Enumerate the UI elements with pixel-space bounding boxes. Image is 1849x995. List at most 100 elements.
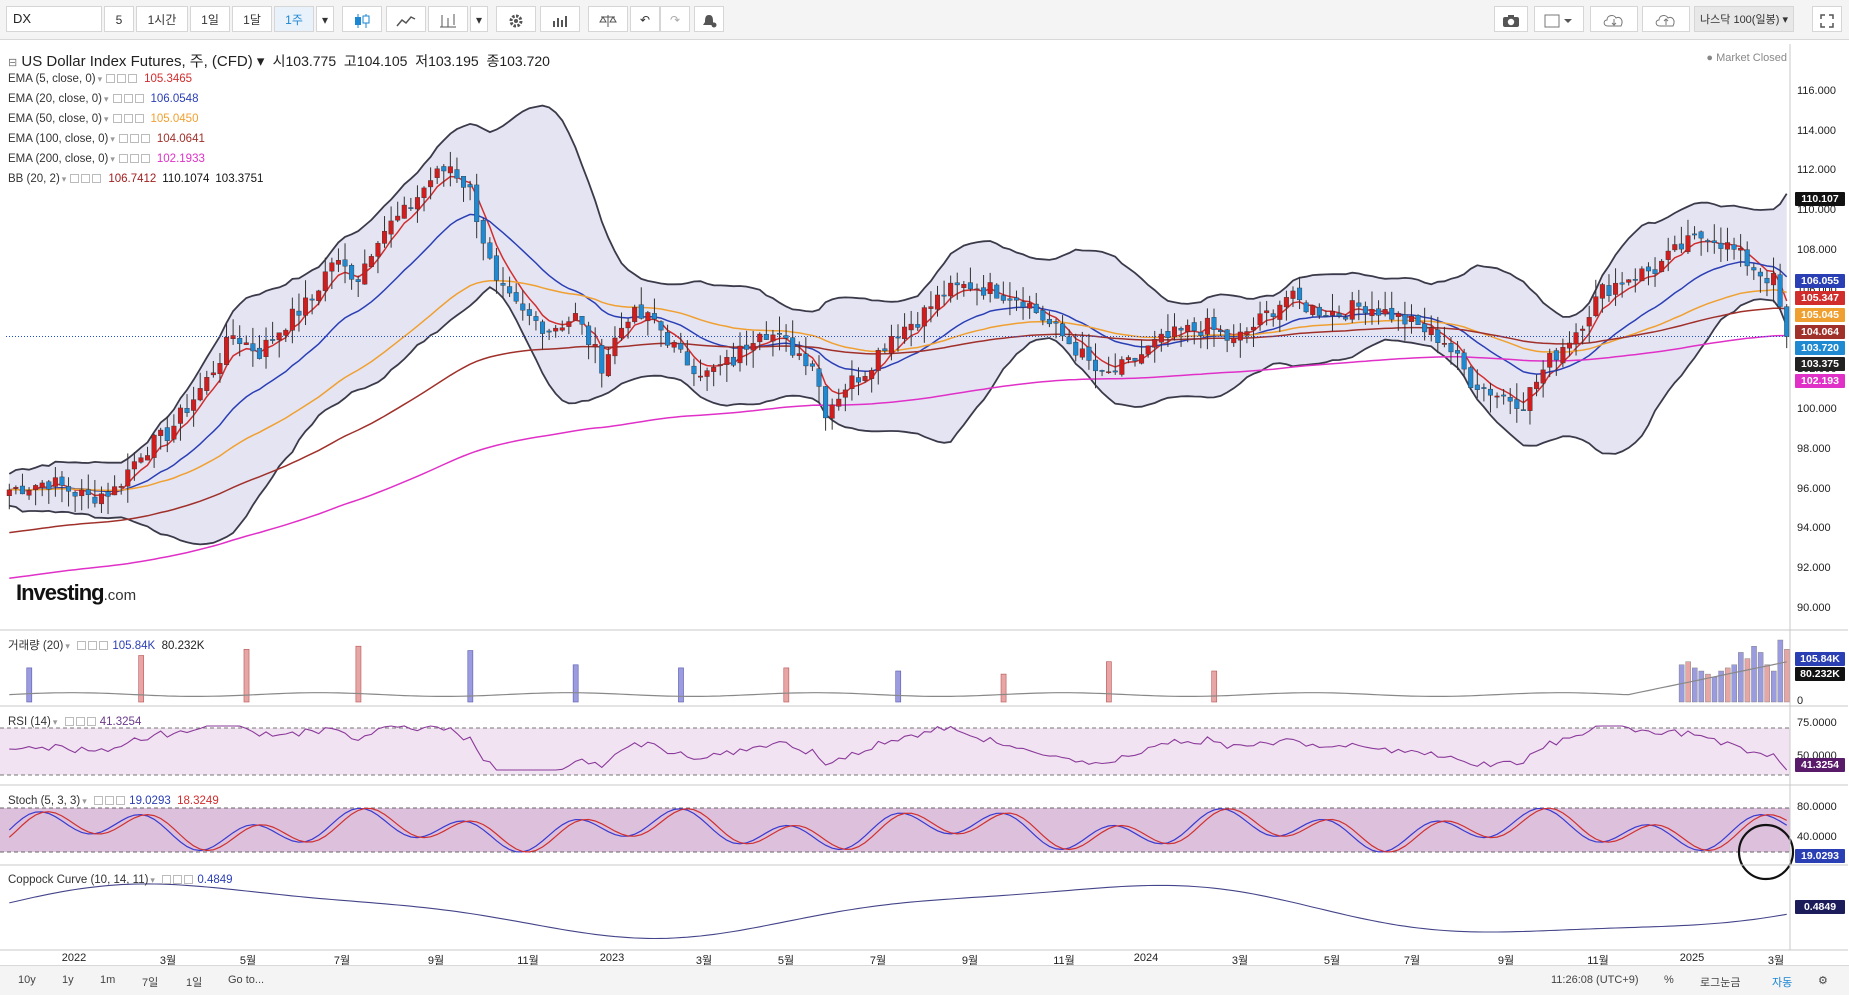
- chevron-down-icon[interactable]: ▾: [103, 114, 109, 124]
- candle-body: [368, 256, 374, 268]
- indicator-legend-row[interactable]: EMA (200, close, 0) ▾ 102.1933: [8, 153, 205, 165]
- time-tick-label: 11월: [517, 955, 539, 967]
- interval-dropdown-icon[interactable]: ▾: [316, 6, 334, 32]
- watchlist-select[interactable]: 나스닥 100(일봉) ▾: [1694, 6, 1794, 32]
- bar-chart-icon[interactable]: [540, 6, 580, 32]
- candle-body: [1145, 345, 1151, 355]
- candle-body: [171, 425, 177, 440]
- cloud-download-icon[interactable]: [1590, 6, 1638, 32]
- time-tick-label: 5월: [239, 955, 257, 967]
- close-icon[interactable]: [134, 94, 144, 103]
- indicator-value: 105.3465: [144, 73, 193, 85]
- range-1m[interactable]: 1m: [100, 974, 116, 986]
- settings-icon[interactable]: [106, 74, 116, 83]
- range-7d[interactable]: 7일: [142, 977, 159, 989]
- candle-body: [658, 321, 664, 331]
- camera-icon[interactable]: [1494, 6, 1528, 32]
- close-icon[interactable]: [134, 114, 144, 123]
- candle-body: [1573, 332, 1579, 345]
- time-tick-label: 2022: [61, 952, 87, 964]
- settings-icon[interactable]: [118, 154, 128, 163]
- interval-1d[interactable]: 1일: [190, 6, 230, 32]
- price-tick-label: 114.000: [1797, 124, 1836, 137]
- settings-icon[interactable]: [112, 94, 122, 103]
- compare-icon[interactable]: [386, 6, 426, 32]
- candlestick-icon[interactable]: [342, 6, 382, 32]
- fullscreen-icon[interactable]: [1812, 6, 1842, 32]
- close-icon[interactable]: [140, 134, 150, 143]
- indicators-dropdown-icon[interactable]: ▾: [470, 6, 488, 32]
- candle-body: [177, 407, 183, 424]
- indicator-legend-row[interactable]: BB (20, 2) ▾ 106.7412 110.1074 103.3751: [8, 173, 263, 185]
- candle-body: [296, 310, 302, 316]
- eye-icon[interactable]: [123, 94, 133, 103]
- eye-icon[interactable]: [123, 114, 133, 123]
- redo-icon[interactable]: ↷: [660, 6, 690, 32]
- interval-5[interactable]: 5: [104, 6, 134, 32]
- rsi-legend: RSI (14) ▾ 41.3254: [8, 716, 142, 728]
- interval-1h[interactable]: 1시간: [136, 6, 188, 32]
- candle-body: [1382, 309, 1388, 315]
- eye-icon[interactable]: [129, 134, 139, 143]
- candle-body: [836, 398, 842, 407]
- candle-body: [309, 298, 315, 301]
- candle-body: [151, 434, 157, 458]
- price-chart[interactable]: [0, 40, 1849, 965]
- candle-body: [698, 375, 704, 378]
- candle-body: [1112, 370, 1118, 373]
- range-1d[interactable]: 1일: [186, 977, 203, 989]
- candle-body: [1106, 371, 1112, 374]
- cloud-upload-icon[interactable]: [1642, 6, 1690, 32]
- close-icon[interactable]: [140, 154, 150, 163]
- balance-icon[interactable]: [588, 6, 628, 32]
- time-tick-label: 7월: [1403, 955, 1421, 967]
- eye-icon[interactable]: [81, 174, 91, 183]
- indicator-legend-row[interactable]: EMA (20, close, 0) ▾ 106.0548: [8, 93, 198, 105]
- symbol-input[interactable]: DX: [6, 6, 102, 32]
- range-1y[interactable]: 1y: [62, 974, 74, 986]
- interval-1w[interactable]: 1주: [274, 6, 314, 32]
- undo-icon[interactable]: ↶: [630, 6, 660, 32]
- candle-body: [487, 242, 493, 259]
- candle-body: [1349, 300, 1355, 320]
- settings-icon[interactable]: [118, 134, 128, 143]
- interval-1m[interactable]: 1달: [232, 6, 272, 32]
- candle-body: [1376, 308, 1382, 316]
- chevron-down-icon[interactable]: ▾: [61, 174, 67, 184]
- candle-body: [1520, 409, 1526, 411]
- range-10y[interactable]: 10y: [18, 974, 36, 986]
- auto-scale-toggle[interactable]: 자동: [1772, 977, 1793, 989]
- instrument-title-row: ⊟ US Dollar Index Futures, 주, (CFD) ▾ 시1…: [8, 53, 550, 70]
- layout-select[interactable]: [1534, 6, 1584, 32]
- eye-icon[interactable]: [117, 74, 127, 83]
- candle-body: [770, 334, 776, 342]
- collapse-icon[interactable]: ⊟: [8, 57, 18, 69]
- goto-button[interactable]: Go to...: [228, 974, 265, 986]
- settings-icon[interactable]: [112, 114, 122, 123]
- candle-body: [1507, 397, 1513, 402]
- candle-body: [1678, 243, 1684, 250]
- close-icon[interactable]: [128, 74, 138, 83]
- settings-icon[interactable]: [70, 174, 80, 183]
- eye-icon[interactable]: [129, 154, 139, 163]
- gear-icon[interactable]: ⚙: [1818, 975, 1828, 987]
- candle-body: [164, 427, 170, 441]
- indicators-icon[interactable]: [428, 6, 468, 32]
- percent-toggle[interactable]: %: [1664, 974, 1674, 986]
- alert-icon[interactable]: [694, 6, 724, 32]
- candle-body: [1718, 242, 1724, 249]
- chevron-down-icon[interactable]: ▾: [110, 154, 115, 164]
- close-icon[interactable]: [92, 174, 102, 183]
- chevron-down-icon[interactable]: ▾: [110, 134, 115, 144]
- chevron-down-icon[interactable]: ▾: [103, 94, 109, 104]
- settings-icon[interactable]: [496, 6, 536, 32]
- log-scale-toggle[interactable]: 로그눈금: [1700, 977, 1741, 989]
- candle-body: [316, 290, 322, 301]
- indicator-legend-row[interactable]: EMA (100, close, 0) ▾ 104.0641: [8, 133, 205, 145]
- candle-body: [1237, 331, 1243, 341]
- indicator-legend-row[interactable]: EMA (5, close, 0) ▾ 105.3465: [8, 73, 192, 85]
- stoch-band: [0, 808, 1790, 852]
- indicator-legend-row[interactable]: EMA (50, close, 0) ▾ 105.0450: [8, 113, 198, 125]
- candle-body: [507, 286, 513, 294]
- chevron-down-icon[interactable]: ▾: [97, 74, 103, 84]
